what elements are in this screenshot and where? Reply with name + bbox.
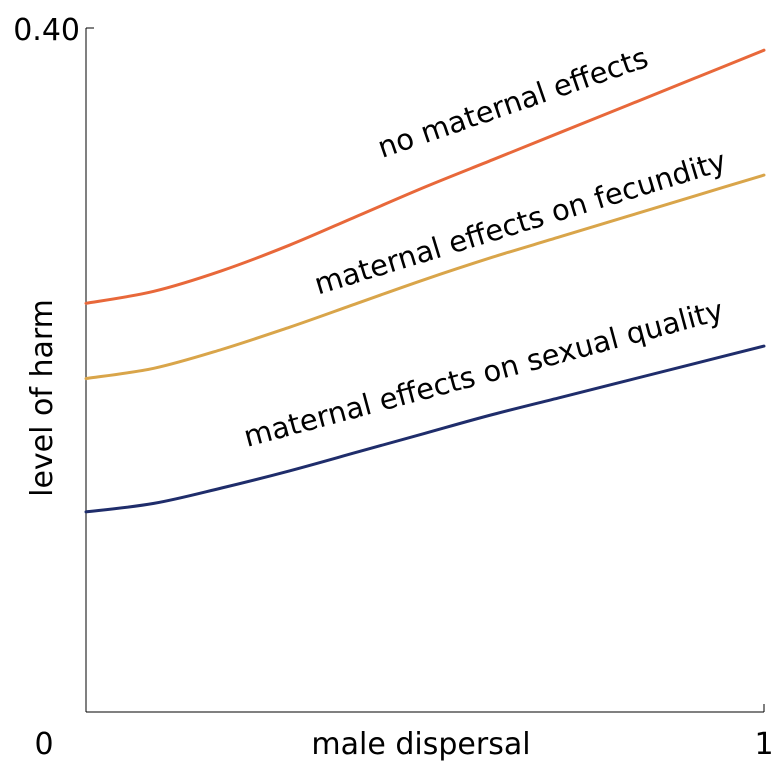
x-tick-label-right: 1 [754, 727, 773, 762]
series-label-no-maternal-effects: no maternal effects [373, 40, 652, 164]
x-tick-label-left: 0 [34, 727, 53, 762]
series-line-no-maternal-effects [84, 48, 766, 305]
x-axis-label: male dispersal [311, 727, 530, 762]
axes [85, 27, 765, 713]
series-line-maternal-effects-on-sexual-quality [84, 344, 766, 514]
series-line-maternal-effects-on-fecundity [84, 173, 766, 381]
series-layer [84, 48, 766, 514]
y-axis-label: level of harm [25, 299, 60, 497]
series-label-maternal-effects-on-fecundity: maternal effects on fecundity [310, 144, 730, 302]
y-tick-label-top: 0.40 [13, 13, 80, 48]
